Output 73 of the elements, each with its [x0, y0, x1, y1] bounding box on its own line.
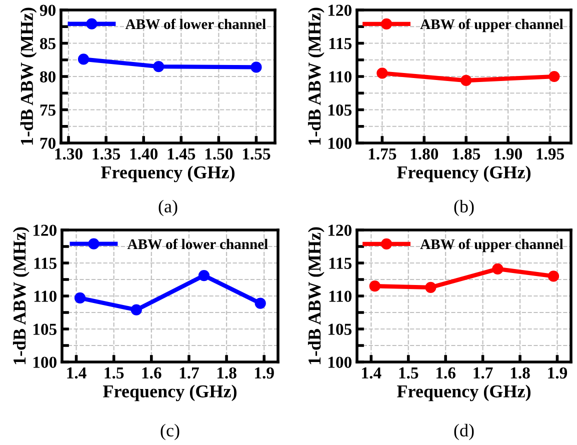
text: (a)	[158, 200, 178, 216]
y-tick-label: 85	[40, 38, 56, 50]
point	[376, 68, 388, 79]
x-tick-label: 1.30	[55, 148, 82, 160]
x-tick-label: 1.80	[410, 148, 438, 160]
y-tick-label: 80	[40, 71, 56, 82]
point	[153, 60, 164, 72]
x-tick-label: 1.85	[452, 148, 480, 160]
x-tick-label: 1.4	[362, 367, 382, 379]
x-axis-title: Frequency (GHz)	[103, 384, 236, 402]
y-tick-label: 70	[40, 138, 56, 149]
legend-label: ABW of upper channel	[420, 18, 564, 32]
y-tick-label: 105	[328, 104, 352, 116]
x-tick-label: 1.5	[104, 367, 124, 379]
x-tick-label: 1.4	[67, 367, 86, 379]
y-tick-label: 120	[328, 4, 352, 16]
y-tick-label: 115	[34, 258, 57, 269]
y-tick-label: 90	[40, 4, 56, 16]
y-tick-label: 110	[329, 71, 352, 82]
legend-label: ABW of lower channel	[125, 18, 266, 30]
x-axis-title: Frequency (GHz)	[397, 384, 530, 402]
y-tick-label: 100	[328, 356, 352, 368]
y-tick-label: 120	[33, 224, 57, 236]
x-tick-label: 1.8	[217, 367, 236, 379]
text: (d)	[454, 424, 474, 440]
y-tick-label: 75	[40, 104, 56, 116]
x-tick-label: 1.40	[130, 148, 158, 160]
point	[548, 70, 560, 82]
x-tick-label: 1.5	[399, 367, 418, 379]
y-tick-label: 115	[329, 258, 352, 269]
y-tick-label: 100	[33, 356, 57, 368]
point	[548, 270, 560, 282]
point	[250, 62, 262, 73]
y-tick-label: 100	[328, 138, 352, 149]
point	[198, 270, 210, 282]
x-tick-label: 1.45	[168, 148, 196, 160]
y-tick-label: 115	[329, 38, 352, 50]
point	[78, 54, 90, 65]
y-tick-label: 110	[34, 290, 57, 302]
x-tick-label: 1.8	[510, 367, 530, 379]
text: (c)	[160, 424, 180, 440]
x-tick-label: 1.95	[536, 148, 564, 160]
point	[492, 263, 504, 274]
x-tick-label: 1.6	[436, 367, 456, 379]
x-axis-title: Frequency (GHz)	[397, 166, 530, 182]
point	[425, 282, 436, 293]
x-tick-label: 1.75	[368, 148, 396, 160]
point	[130, 304, 142, 316]
x-tick-label: 1.9	[548, 367, 568, 379]
text: (b)	[454, 200, 474, 216]
x-tick-label: 1.9	[255, 367, 274, 379]
x-tick-label: 1.50	[205, 148, 233, 160]
x-tick-label: 1.90	[494, 148, 522, 160]
y-tick-label: 120	[328, 224, 352, 236]
legend-label: ABW of lower channel	[127, 238, 268, 250]
y-axis-title: 1-dB ABW (MHz)	[308, 227, 324, 364]
point	[74, 292, 86, 304]
y-axis-title: 1-dB ABW (MHz)	[12, 227, 30, 364]
y-axis-title: 1-dB ABW (MHz)	[20, 8, 37, 145]
x-tick-label: 1.7	[474, 367, 493, 379]
point	[254, 298, 266, 309]
y-tick-label: 110	[329, 290, 352, 302]
point	[460, 74, 472, 86]
point	[369, 280, 380, 292]
y-tick-label: 105	[328, 324, 352, 335]
x-axis-title: Frequency (GHz)	[101, 166, 234, 182]
y-axis-title: 1-dB ABW (MHz)	[308, 8, 324, 145]
x-tick-label: 1.7	[180, 367, 199, 379]
x-tick-label: 1.55	[242, 148, 270, 160]
y-tick-label: 105	[33, 324, 57, 335]
x-tick-label: 1.6	[142, 367, 162, 379]
x-tick-label: 1.35	[92, 148, 120, 160]
legend-label: ABW of upper channel	[420, 238, 564, 252]
